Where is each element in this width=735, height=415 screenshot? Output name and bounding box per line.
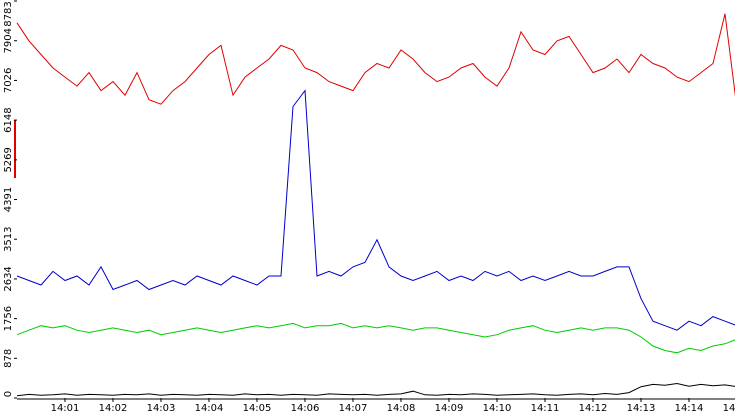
x-tick-label: 14:15 [723, 403, 735, 414]
y-tick-label: 1756 [3, 306, 14, 331]
y-tick-label: 7904 [3, 28, 14, 53]
y-tick-label: 7026 [3, 68, 14, 93]
x-tick-label: 14:06 [291, 403, 320, 414]
x-tick-label: 14:07 [339, 403, 368, 414]
y-tick-label: 3513 [3, 226, 14, 251]
y-tick-label: 8783 [3, 1, 14, 26]
y-tick-label: 0 [3, 391, 14, 397]
x-tick-label: 14:01 [51, 403, 80, 414]
x-tick-label: 14:14 [675, 403, 704, 414]
x-tick-label: 14:11 [531, 403, 560, 414]
x-tick-label: 14:08 [387, 403, 416, 414]
series-line [16, 13, 735, 105]
x-tick-label: 14:13 [627, 403, 656, 414]
x-tick-label: 14:02 [99, 403, 128, 414]
x-tick-label: 14:03 [147, 403, 176, 414]
y-tick-label: 878 [3, 349, 14, 368]
x-tick-label: 14:10 [483, 403, 512, 414]
y-tick-label: 6148 [3, 107, 14, 132]
x-tick-label: 14:04 [195, 403, 224, 414]
x-tick-label: 14:09 [435, 403, 464, 414]
series-line [16, 89, 735, 331]
x-tick-label: 14:05 [243, 403, 272, 414]
x-tick-label: 14:12 [579, 403, 608, 414]
y-tick-label: 5269 [3, 147, 14, 172]
y-tick-label: 2634 [3, 266, 14, 291]
series-line [16, 382, 735, 397]
y-tick-label: 4391 [3, 187, 14, 212]
series-line [16, 322, 735, 354]
